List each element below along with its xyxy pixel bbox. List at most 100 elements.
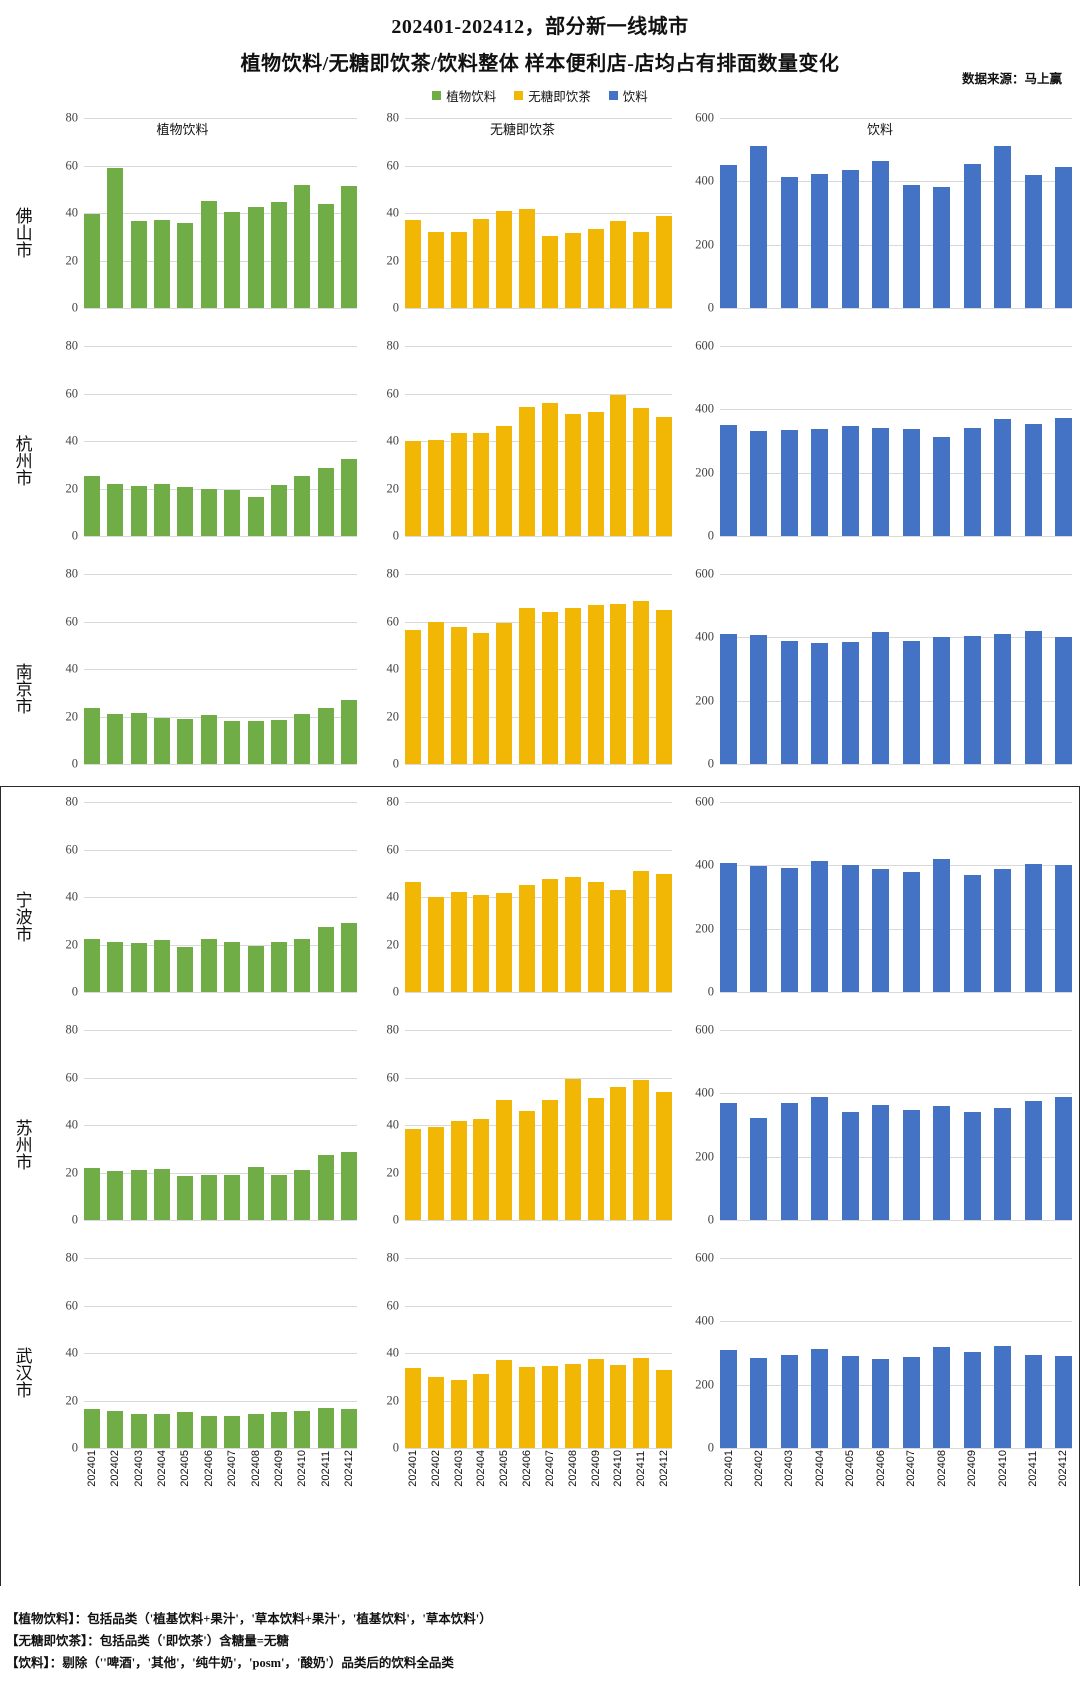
plot-area [84, 574, 357, 765]
bar [519, 209, 536, 308]
bar [154, 219, 171, 308]
y-tick-label: 60 [386, 614, 400, 628]
subplot-苏州市-植物饮料: 0 20 40 60 80 [44, 1023, 365, 1258]
x-tick-label: 202408 [566, 1450, 579, 1487]
x-tick-label: 202411 [1027, 1450, 1040, 1487]
legend-item-1: 无糖即饮茶 [514, 86, 591, 105]
bar [107, 483, 124, 536]
legend-swatch-icon [514, 91, 524, 100]
plot-area [405, 1030, 672, 1221]
bar [750, 865, 768, 992]
y-tick-label: 40 [386, 1117, 400, 1132]
bar [405, 220, 421, 308]
bar [811, 1349, 829, 1448]
x-label-wrap: 202410 [994, 1450, 1011, 1487]
gridline [84, 897, 357, 898]
y-tick-label: 40 [386, 205, 400, 220]
bar [1054, 1096, 1072, 1220]
y-tick-label: 0 [707, 1212, 714, 1227]
bar [963, 163, 981, 308]
bar [340, 186, 357, 308]
y-tick-label: 0 [71, 1212, 78, 1227]
bar [340, 458, 357, 536]
gridline [405, 213, 672, 214]
bar [224, 942, 241, 992]
x-label-wrap: 202401 [84, 1450, 100, 1487]
gridline [405, 1353, 672, 1354]
x-tick-label: 202405 [844, 1450, 857, 1487]
y-tick-label: 600 [695, 110, 714, 125]
gridline [84, 308, 357, 309]
y-tick-label: 80 [386, 794, 400, 809]
bar [541, 879, 558, 992]
y-tick-label: 600 [695, 1250, 714, 1265]
bar [496, 1100, 513, 1220]
y-axis: 0 200 400 600 [680, 1023, 718, 1227]
bar [933, 1347, 951, 1448]
footnote-tea: 【无糖即饮茶】：包括品类（'即饮茶'）含糖量=无糖 [6, 1634, 289, 1649]
y-tick-label: 60 [386, 158, 400, 172]
plot-area [720, 118, 1072, 309]
row-label-city: 苏州市 [12, 1118, 32, 1170]
gridline [84, 574, 357, 575]
bar [587, 1358, 604, 1448]
bar [177, 1176, 194, 1220]
gridline [720, 308, 1072, 309]
x-label-wrap: 202411 [1025, 1450, 1042, 1487]
x-label-wrap: 202404 [473, 1450, 489, 1487]
x-tick-label: 202404 [156, 1450, 169, 1487]
x-label-wrap: 202412 [341, 1450, 357, 1487]
gridline [84, 621, 357, 623]
y-axis: 0 20 40 60 80 [365, 339, 403, 543]
gridline [84, 1125, 357, 1126]
x-label-wrap: 202412 [656, 1450, 672, 1487]
y-axis: 0 20 40 60 80 [44, 795, 82, 999]
bar [200, 201, 217, 308]
bar [247, 207, 264, 308]
gridline [405, 716, 672, 718]
y-tick-label: 200 [695, 465, 714, 480]
x-tick-label: 202405 [179, 1450, 192, 1487]
y-tick-label: 80 [65, 1250, 79, 1265]
y-tick-label: 600 [695, 794, 714, 809]
x-tick-label: 202406 [202, 1450, 215, 1487]
y-axis: 0 20 40 60 80 [365, 795, 403, 999]
page-title-line2: 植物饮料/无糖即饮茶/饮料整体 样本便利店-店均占有排面数量变化 [240, 53, 840, 75]
gridline [720, 472, 1072, 474]
y-tick-label: 80 [65, 110, 79, 125]
x-axis-labels: 202401 202402 202403 202404 202405 202406 2024… [84, 1450, 357, 1487]
bar [247, 1166, 264, 1220]
y-tick-label: 200 [695, 1149, 714, 1164]
gridline [405, 441, 672, 442]
bar-series [405, 802, 672, 992]
bar [750, 1357, 768, 1448]
bar-series [84, 574, 357, 764]
bar [587, 412, 604, 536]
y-tick-label: 400 [695, 173, 714, 188]
bar [473, 432, 490, 536]
x-tick-label: 202402 [109, 1450, 122, 1487]
y-tick-label: 400 [695, 401, 714, 416]
gridline [84, 764, 357, 765]
gridline [84, 346, 357, 347]
bar [564, 413, 581, 536]
y-tick-label: 0 [392, 984, 399, 999]
plot-area [720, 1030, 1072, 1221]
bar [405, 441, 421, 536]
bar [902, 640, 920, 764]
bar [427, 232, 444, 308]
column-title-tea: 无糖即饮茶 [489, 122, 555, 137]
y-tick-label: 80 [386, 1022, 400, 1037]
chart-row-2: 南京市 0 20 40 60 80 0 20 40 60 80 0 200 400 600 [0, 567, 1080, 802]
subplot-杭州市-植物饮料: 0 20 40 60 80 [44, 339, 365, 574]
y-tick-label: 0 [71, 756, 78, 771]
bar [340, 923, 357, 992]
x-label-wrap: 202401 [720, 1450, 737, 1487]
plot-area [405, 118, 672, 309]
y-tick-label: 60 [65, 1298, 79, 1312]
plot-area [405, 802, 672, 993]
bar [933, 1106, 951, 1220]
x-tick-label: 202412 [1057, 1450, 1070, 1487]
gridline [84, 260, 357, 262]
gridline [720, 637, 1072, 639]
